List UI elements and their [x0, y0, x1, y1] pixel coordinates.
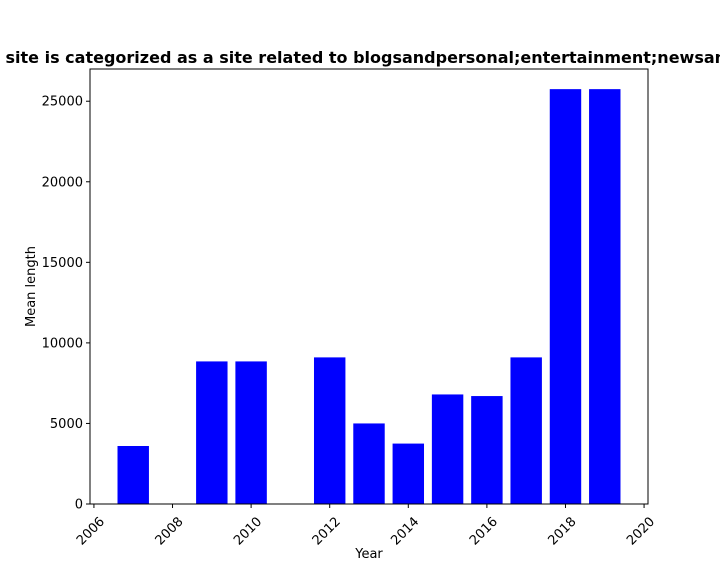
bar-2014: [392, 443, 425, 504]
bar-2018: [549, 89, 582, 504]
bar-2009: [196, 361, 228, 504]
bar-2010: [235, 361, 267, 504]
y-tick-label: 25000: [42, 95, 83, 110]
y-tick-label: 10000: [42, 336, 83, 351]
y-axis-label: Mean length: [24, 246, 39, 327]
y-axis: 0 5000 10000 15000 20000 25000: [42, 95, 90, 513]
y-tick-label: 0: [75, 498, 83, 513]
x-axis: 2006 2008 2010 2012 2014 2016 2018 2020: [74, 504, 658, 548]
bar-2012: [313, 357, 346, 504]
bar-2017: [510, 357, 542, 504]
bar-2015: [431, 394, 464, 504]
x-tick-label: 2010: [231, 514, 265, 548]
x-tick-label: 2020: [624, 514, 658, 548]
bar-2019: [589, 89, 621, 504]
x-tick-label: 2014: [388, 514, 422, 548]
bar-2007: [117, 446, 149, 504]
x-tick-label: 2012: [310, 514, 344, 548]
bars-group: [117, 89, 621, 504]
bar-2016: [471, 396, 503, 504]
chart-title: Score vs Year of articles whose site is …: [0, 48, 720, 67]
y-tick-label: 5000: [50, 417, 83, 432]
x-tick-label: 2008: [153, 514, 187, 548]
plot-frame: [89, 68, 649, 505]
x-tick-label: 2018: [546, 514, 580, 548]
x-tick-label: 2006: [74, 514, 108, 548]
x-axis-label: Year: [354, 547, 383, 562]
bar-2013: [353, 423, 385, 504]
y-tick-label: 20000: [42, 175, 83, 190]
y-tick-label: 15000: [42, 256, 83, 271]
x-tick-label: 2016: [467, 514, 501, 548]
